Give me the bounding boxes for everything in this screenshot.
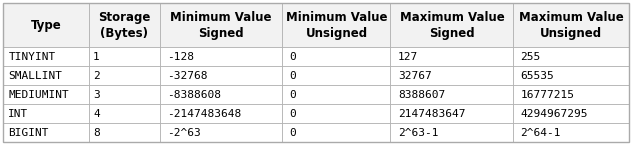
Text: TINYINT: TINYINT bbox=[8, 52, 56, 62]
Text: 1: 1 bbox=[93, 52, 100, 62]
Bar bbox=[3, 104, 89, 123]
Text: 2^63-1: 2^63-1 bbox=[398, 128, 439, 138]
Text: Storage
(Bytes): Storage (Bytes) bbox=[98, 11, 150, 40]
Bar bbox=[89, 3, 159, 47]
Bar bbox=[159, 85, 283, 104]
Text: -128: -128 bbox=[167, 52, 194, 62]
Text: 0: 0 bbox=[289, 71, 296, 81]
Text: Maximum Value
Unsigned: Maximum Value Unsigned bbox=[519, 11, 624, 40]
Text: 16777215: 16777215 bbox=[520, 90, 574, 100]
Text: -8388608: -8388608 bbox=[167, 90, 221, 100]
Bar bbox=[391, 123, 513, 142]
Bar bbox=[89, 123, 159, 142]
Text: Minimum Value
Unsigned: Minimum Value Unsigned bbox=[286, 11, 387, 40]
Bar bbox=[283, 66, 391, 85]
Bar bbox=[159, 66, 283, 85]
Bar bbox=[513, 104, 629, 123]
Bar bbox=[159, 104, 283, 123]
Text: BIGINT: BIGINT bbox=[8, 128, 49, 138]
Text: Maximum Value
Signed: Maximum Value Signed bbox=[399, 11, 504, 40]
Text: Type: Type bbox=[30, 19, 61, 32]
Bar bbox=[89, 66, 159, 85]
Text: 2^64-1: 2^64-1 bbox=[520, 128, 561, 138]
Text: SMALLINT: SMALLINT bbox=[8, 71, 63, 81]
Bar bbox=[513, 66, 629, 85]
Text: 8388607: 8388607 bbox=[398, 90, 445, 100]
Bar bbox=[89, 104, 159, 123]
Text: 255: 255 bbox=[520, 52, 540, 62]
Bar bbox=[3, 123, 89, 142]
Text: 0: 0 bbox=[289, 109, 296, 119]
Bar bbox=[283, 123, 391, 142]
Bar bbox=[3, 85, 89, 104]
Bar bbox=[391, 47, 513, 66]
Bar bbox=[391, 3, 513, 47]
Text: 65535: 65535 bbox=[520, 71, 554, 81]
Text: Minimum Value
Signed: Minimum Value Signed bbox=[170, 11, 272, 40]
Bar bbox=[283, 85, 391, 104]
Bar bbox=[3, 47, 89, 66]
Text: MEDIUMINT: MEDIUMINT bbox=[8, 90, 69, 100]
Text: 3: 3 bbox=[93, 90, 100, 100]
Bar bbox=[89, 85, 159, 104]
Text: 4: 4 bbox=[93, 109, 100, 119]
Bar bbox=[3, 66, 89, 85]
Text: 8: 8 bbox=[93, 128, 100, 138]
Text: -2147483648: -2147483648 bbox=[167, 109, 241, 119]
Bar bbox=[391, 85, 513, 104]
Bar bbox=[3, 3, 89, 47]
Bar bbox=[391, 66, 513, 85]
Bar bbox=[283, 47, 391, 66]
Text: INT: INT bbox=[8, 109, 28, 119]
Text: 0: 0 bbox=[289, 90, 296, 100]
Text: 4294967295: 4294967295 bbox=[520, 109, 588, 119]
Text: -2^63: -2^63 bbox=[167, 128, 201, 138]
Bar bbox=[391, 104, 513, 123]
Text: 127: 127 bbox=[398, 52, 418, 62]
Bar bbox=[89, 47, 159, 66]
Bar bbox=[159, 47, 283, 66]
Text: 0: 0 bbox=[289, 128, 296, 138]
Bar bbox=[283, 3, 391, 47]
Bar bbox=[159, 123, 283, 142]
Text: 2: 2 bbox=[93, 71, 100, 81]
Text: 2147483647: 2147483647 bbox=[398, 109, 465, 119]
Bar bbox=[513, 3, 629, 47]
Text: 0: 0 bbox=[289, 52, 296, 62]
Bar bbox=[513, 123, 629, 142]
Text: -32768: -32768 bbox=[167, 71, 207, 81]
Bar bbox=[159, 3, 283, 47]
Bar bbox=[513, 85, 629, 104]
Bar bbox=[513, 47, 629, 66]
Bar bbox=[283, 104, 391, 123]
Text: 32767: 32767 bbox=[398, 71, 432, 81]
